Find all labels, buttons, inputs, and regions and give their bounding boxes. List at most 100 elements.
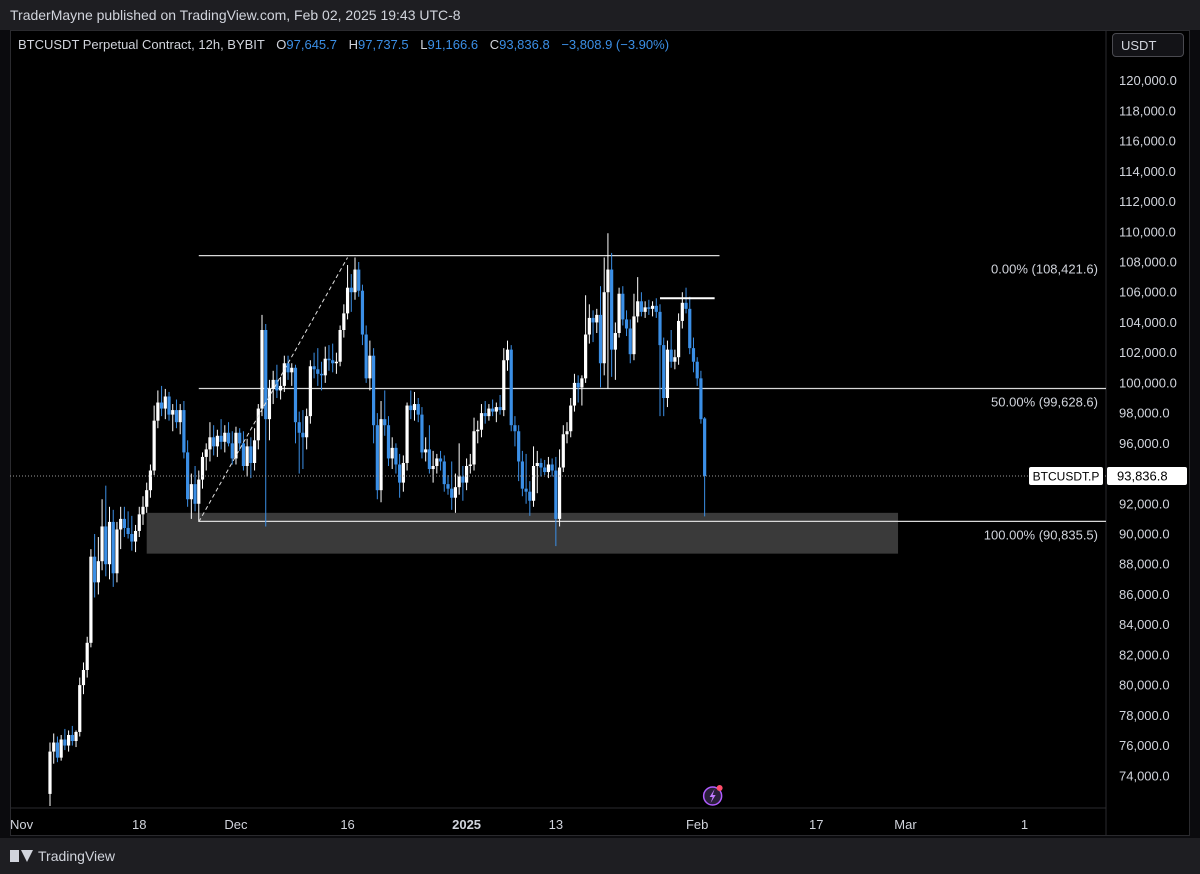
candle-body	[550, 464, 554, 471]
candle-body	[598, 314, 603, 364]
fib-trend-dashed-line[interactable]	[198, 257, 348, 523]
candle-body	[435, 458, 439, 466]
candle-body	[145, 490, 149, 507]
lightning-bolt-glyph	[709, 789, 716, 803]
candle-body	[468, 464, 472, 466]
notification-dot	[716, 785, 723, 791]
candle-body	[676, 320, 681, 358]
candle-body	[569, 405, 573, 432]
candle-body	[174, 410, 179, 423]
candle-body	[438, 458, 443, 462]
candle-body	[267, 388, 272, 420]
candle-body	[617, 293, 621, 334]
footer-bar	[0, 838, 1200, 874]
support-zone-layer	[146, 512, 899, 554]
candle-body	[505, 349, 510, 361]
candle-body	[453, 487, 458, 498]
candle-body	[427, 449, 431, 470]
price-tick-label: 120,000.0	[1119, 73, 1177, 88]
candle-body	[100, 526, 104, 562]
low-value: 91,166.6	[427, 37, 479, 52]
candle-body	[680, 302, 684, 321]
candle-body	[182, 410, 186, 453]
candle-body	[546, 464, 551, 473]
candle-body	[461, 476, 465, 483]
candle-body	[398, 464, 402, 483]
price-tick-label: 106,000.0	[1119, 285, 1177, 300]
candle-body	[167, 396, 171, 415]
time-tick-label: 17	[809, 817, 823, 832]
candle-body	[409, 405, 413, 411]
candle-body	[66, 734, 71, 746]
candle-body	[416, 404, 420, 415]
candle-body	[412, 404, 417, 411]
candle-body	[126, 527, 130, 534]
support-zone[interactable]	[146, 512, 899, 554]
candle-body	[342, 313, 346, 330]
candle-body	[152, 420, 156, 471]
candle-body	[554, 470, 558, 519]
fib-level-label: 0.00% (108,421.6)	[991, 262, 1098, 277]
time-tick-label: Nov	[10, 817, 34, 832]
candle-body	[85, 642, 89, 670]
candle-body	[561, 434, 565, 468]
drawings-layer[interactable]	[198, 257, 723, 806]
fib-retracement-layer[interactable]: 0.00% (108,421.6) 50.00% (99,628.6) 100.00…	[198, 255, 1106, 543]
candle-body	[502, 360, 506, 411]
candle-body	[621, 293, 625, 320]
candle-body	[70, 734, 74, 742]
time-axis-layer: Nov 18 Dec 16 2025 13 Feb 17 Mar 1	[10, 807, 1106, 832]
candle-body	[89, 556, 93, 643]
brand[interactable]: TradingView	[10, 846, 115, 866]
candle-body	[431, 466, 435, 470]
candle-body	[703, 418, 707, 477]
candle-body	[353, 269, 357, 293]
candles-layer	[48, 233, 707, 806]
candle-body	[654, 305, 658, 312]
candle-body	[450, 488, 454, 498]
candle-body	[334, 361, 339, 364]
chart-pane[interactable]	[10, 30, 1190, 836]
candle-body	[133, 530, 138, 542]
candle-body	[364, 334, 368, 379]
price-tick-label: 96,000.0	[1119, 436, 1170, 451]
candle-body	[197, 479, 201, 504]
candle-body	[119, 518, 123, 530]
candle-body	[691, 348, 696, 362]
candle-body	[234, 432, 238, 459]
publisher-text: TraderMayne published on TradingView.com…	[10, 7, 461, 23]
candle-body	[241, 443, 246, 466]
candle-body	[572, 382, 577, 406]
candle-body	[479, 413, 484, 430]
candle-body	[96, 561, 100, 583]
candle-body	[684, 302, 688, 309]
candle-body	[78, 685, 82, 732]
candle-body	[55, 742, 60, 758]
candle-body	[662, 345, 666, 398]
candle-body	[193, 484, 197, 504]
candle-body	[669, 349, 673, 362]
candle-body	[305, 416, 309, 438]
candle-body	[531, 466, 536, 501]
candle-body	[520, 461, 524, 489]
candle-body	[591, 317, 595, 323]
candle-body	[81, 670, 86, 686]
candle-body	[327, 358, 331, 361]
currency-button[interactable]: USDT	[1112, 33, 1184, 57]
candle-body	[587, 317, 591, 335]
candle-body	[349, 287, 353, 293]
candle-body	[215, 435, 219, 447]
close-label: C	[489, 37, 500, 52]
time-tick-label: 16	[340, 817, 354, 832]
price-tick-label: 82,000.0	[1119, 647, 1170, 662]
candle-body	[379, 419, 383, 491]
candle-body	[48, 751, 52, 794]
candle-body	[226, 432, 231, 444]
symbol-title[interactable]: BTCUSDT Perpetual Contract, 12h, BYBIT	[18, 37, 265, 52]
candle-body	[386, 425, 391, 459]
candle-body	[219, 435, 223, 442]
candle-body	[464, 466, 469, 483]
candle-body	[610, 269, 614, 350]
candle-body	[695, 361, 699, 379]
